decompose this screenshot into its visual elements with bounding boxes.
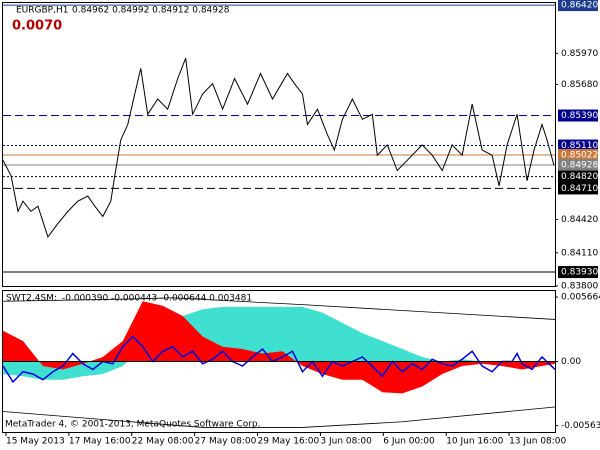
price-panel-frame xyxy=(2,2,556,287)
level-label-box xyxy=(558,170,598,183)
level-label-box xyxy=(558,139,598,152)
x-tick-label: 27 May 08:00 xyxy=(195,437,257,447)
level-label-box xyxy=(558,159,598,172)
y-tick-label: 0.85970 xyxy=(561,49,598,59)
y-tick-label: 0.84420 xyxy=(561,215,598,225)
x-tick-label: 17 May 16:00 xyxy=(69,437,131,447)
level-label-box xyxy=(558,266,598,279)
indicator-line xyxy=(3,335,555,384)
range-annotation: 0.0070 xyxy=(12,19,62,34)
indicator-line xyxy=(3,297,555,320)
level-label: 0.86420 xyxy=(561,1,598,11)
x-tick-label: 15 May 2013 xyxy=(6,437,65,447)
indicator-values: -0.000390 -0.000443 -0.000644 0.003481 xyxy=(62,294,252,304)
y-tick-label: 0.005664 xyxy=(561,293,600,303)
y-tick-label: 0.84110 xyxy=(561,248,598,258)
level-label: 0.84820 xyxy=(561,172,598,182)
level-label-box xyxy=(558,0,598,12)
x-tick-label: 3 Jun 08:00 xyxy=(320,437,372,447)
y-tick-label: 0.83800 xyxy=(561,282,598,292)
plot xyxy=(3,4,555,273)
histogram-area xyxy=(3,301,555,394)
y-tick-label: -0.005637 xyxy=(561,421,600,431)
level-label: 0.83930 xyxy=(561,268,598,278)
plot xyxy=(3,297,555,428)
indicator-title: SWT2.4SM: xyxy=(6,294,57,304)
x-tick-label: 6 Jun 00:00 xyxy=(383,437,435,447)
x-tick-label: 29 May 16:00 xyxy=(258,437,320,447)
y-tick-label: 0.00 xyxy=(561,357,581,367)
x-tick-label: 10 Jun 16:00 xyxy=(446,437,503,447)
level-label-box xyxy=(558,109,598,122)
chart-title: EURGBP,H1 xyxy=(16,6,68,16)
price-line xyxy=(3,57,555,238)
level-label: 0.84928 xyxy=(561,161,598,171)
x-tick-label: 13 Jun 08:00 xyxy=(509,437,566,447)
level-label: 0.84710 xyxy=(561,184,598,194)
level-label: 0.85022 xyxy=(561,150,598,160)
ohlc-values: 0.84962 0.84992 0.84912 0.84928 xyxy=(72,6,230,16)
level-label: 0.85390 xyxy=(561,111,598,121)
level-label-box xyxy=(558,182,598,195)
x-tick-label: 22 May 08:00 xyxy=(132,437,194,447)
level-label-box xyxy=(558,148,598,161)
y-tick-label: 0.85680 xyxy=(561,80,598,90)
level-label: 0.85110 xyxy=(561,141,598,151)
copyright: MetaTrader 4, © 2001-2013, MetaQuotes So… xyxy=(5,420,261,430)
indicator-line xyxy=(3,406,555,428)
